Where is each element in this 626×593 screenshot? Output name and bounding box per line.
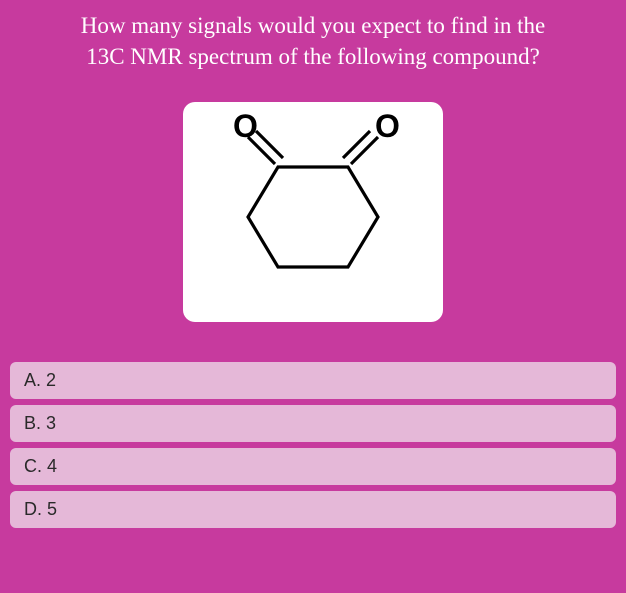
question-text: How many signals would you expect to fin…: [10, 10, 616, 72]
question-line-2: 13C NMR spectrum of the following compou…: [86, 44, 540, 69]
option-a[interactable]: A. 2: [10, 362, 616, 399]
double-bond-right-1: [351, 137, 378, 164]
double-bond-left-2: [256, 131, 283, 158]
structure-card: O O: [183, 102, 443, 322]
molecule-svg: O O: [193, 112, 433, 312]
ring-hexagon: [248, 167, 378, 267]
oxygen-right-label: O: [375, 112, 400, 144]
option-label: D. 5: [24, 499, 57, 519]
option-b[interactable]: B. 3: [10, 405, 616, 442]
question-line-1: How many signals would you expect to fin…: [81, 13, 545, 38]
option-d[interactable]: D. 5: [10, 491, 616, 528]
option-label: B. 3: [24, 413, 56, 433]
option-c[interactable]: C. 4: [10, 448, 616, 485]
option-label: C. 4: [24, 456, 57, 476]
oxygen-left-label: O: [233, 112, 258, 144]
double-bond-right-2: [343, 131, 370, 158]
options-list: A. 2 B. 3 C. 4 D. 5: [10, 362, 616, 528]
option-label: A. 2: [24, 370, 56, 390]
